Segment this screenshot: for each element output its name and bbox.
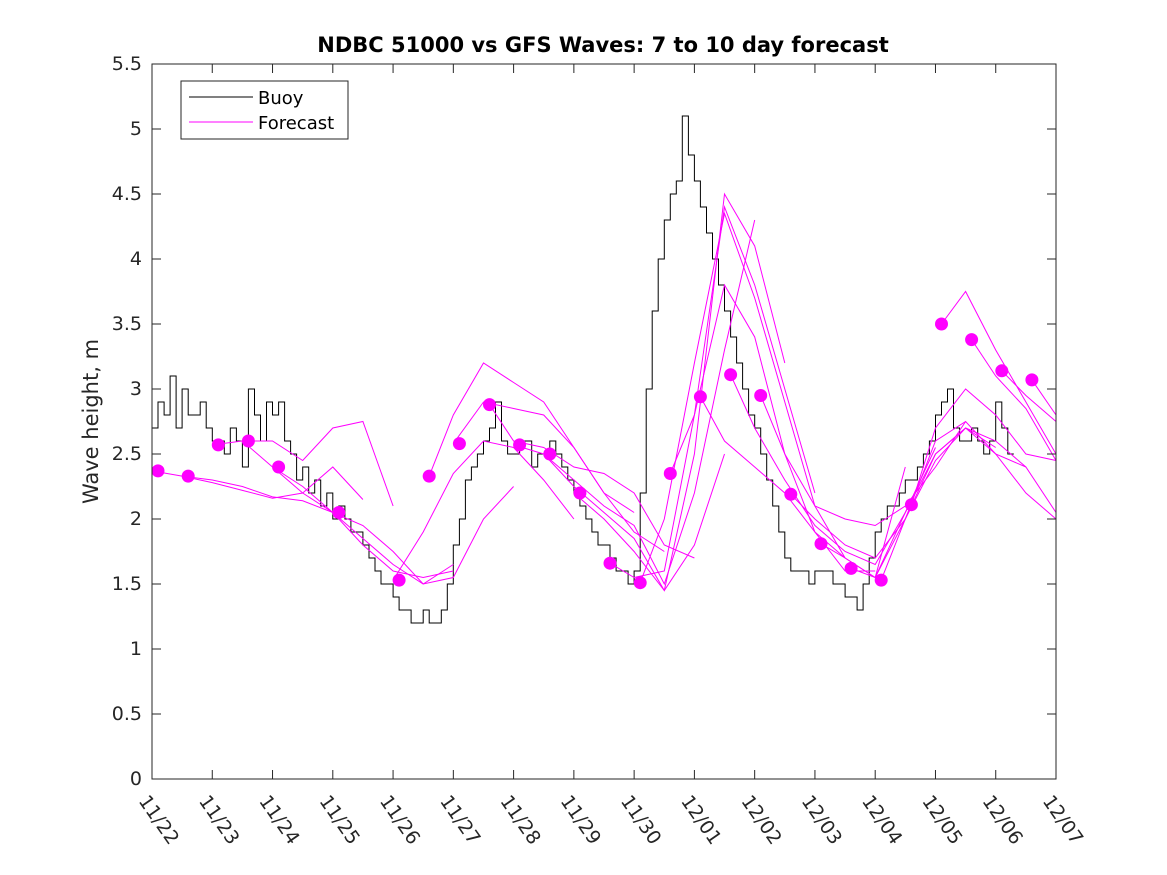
forecast-series-line-23: [910, 388, 1057, 505]
legend-buoy-label: Buoy: [258, 88, 304, 109]
forecast-marker-point: [904, 498, 918, 512]
y-tick-label: 0: [130, 768, 142, 790]
buoy-series-line: [152, 115, 1014, 624]
forecast-series-line-18: [760, 395, 967, 527]
y-tick-label: 0.5: [112, 703, 142, 725]
forecast-marker-point: [392, 573, 406, 587]
forecast-series-line-1: [181, 466, 364, 500]
forecast-marker-point: [422, 469, 436, 483]
forecast-marker-point: [995, 364, 1009, 378]
y-tick-label: 3.5: [112, 313, 142, 335]
forecast-series-line-19: [790, 427, 996, 559]
forecast-series-line-11: [543, 219, 756, 586]
y-tick-label: 1.5: [112, 573, 142, 595]
forecast-marker-point: [272, 460, 286, 474]
forecast-marker-point: [784, 487, 798, 501]
forecast-marker-point: [724, 368, 738, 382]
forecast-marker-point: [181, 469, 195, 483]
forecast-marker-point: [844, 561, 858, 575]
y-axis-label: Wave height, m: [79, 339, 103, 504]
forecast-marker-layer: [151, 317, 1039, 590]
forecast-marker-point: [603, 556, 617, 570]
forecast-marker-point: [513, 438, 527, 452]
y-tick-label: 1: [130, 638, 142, 660]
y-tick-label: 5: [130, 118, 142, 140]
forecast-marker-point: [573, 486, 587, 500]
forecast-series-line-12: [573, 192, 786, 592]
forecast-series-line-26: [1001, 370, 1057, 422]
forecast-marker-point: [483, 398, 496, 412]
forecast-series-line-27: [1031, 379, 1057, 416]
y-tick-label: 4: [130, 248, 142, 270]
forecast-series-line-4: [272, 466, 454, 579]
y-tick-label: 3: [130, 378, 142, 400]
forecast-marker-point: [633, 576, 647, 590]
forecast-marker-point: [332, 506, 346, 519]
forecast-marker-point: [211, 438, 225, 452]
forecast-marker-point: [965, 333, 979, 347]
forecast-series-line-6: [392, 440, 575, 581]
axes-box: [151, 63, 1057, 780]
forecast-marker-point: [874, 573, 888, 587]
forecast-marker-point: [241, 434, 255, 448]
forecast-series-line-20: [820, 420, 1027, 579]
forecast-marker-point: [693, 390, 707, 404]
forecast-series-line-5: [332, 486, 514, 585]
forecast-marker-point: [814, 537, 828, 551]
axes-background: [152, 64, 1056, 779]
forecast-series-line-14: [639, 211, 846, 583]
forecast-marker-point: [452, 437, 466, 451]
forecast-marker-point: [663, 467, 677, 480]
forecast-layer: [151, 192, 1057, 592]
legend: Buoy Forecast: [180, 80, 349, 140]
legend-box: [180, 80, 349, 140]
forecast-series-line-24: [941, 290, 1057, 455]
forecast-marker-point: [1025, 373, 1039, 387]
forecast-marker-point: [935, 317, 948, 331]
y-tick-label: 4.5: [112, 183, 142, 205]
forecast-series-line-17: [730, 374, 936, 566]
y-tick-label: 5.5: [112, 53, 142, 75]
buoy-layer: [152, 115, 1014, 624]
forecast-marker-point: [151, 464, 165, 478]
forecast-marker-point: [754, 389, 768, 402]
forecast-series-line-25: [971, 339, 1057, 461]
forecast-marker-point: [543, 447, 557, 461]
legend-forecast-label: Forecast: [258, 113, 334, 134]
y-tick-label: 2: [130, 508, 142, 530]
forecast-series-line-22: [880, 427, 1057, 581]
chart-title: NDBC 51000 vs GFS Waves: 7 to 10 day for…: [317, 33, 888, 57]
y-tick-label: 2.5: [112, 443, 142, 465]
plot-area: 00.511.522.533.544.555.511/22 11/23 11/24 1…: [112, 53, 1088, 849]
